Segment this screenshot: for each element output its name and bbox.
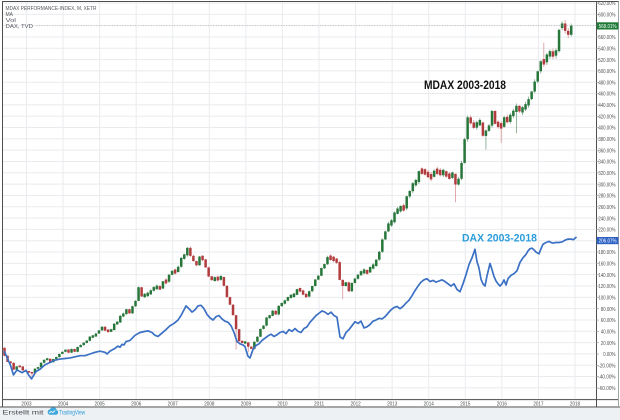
svg-text:340.00%: 340.00% [598, 160, 616, 166]
svg-text:320.00%: 320.00% [598, 171, 616, 177]
svg-text:MDAX 2003-2018: MDAX 2003-2018 [424, 78, 506, 92]
svg-text:DAX, TVD: DAX, TVD [6, 24, 34, 30]
svg-text:2009: 2009 [241, 402, 251, 408]
svg-text:2008: 2008 [204, 402, 215, 408]
svg-text:260.00%: 260.00% [598, 205, 616, 211]
svg-text:2016: 2016 [497, 402, 508, 408]
svg-text:600.00%: 600.00% [598, 13, 616, 19]
svg-text:300.00%: 300.00% [598, 182, 616, 188]
svg-text:480.00%: 480.00% [598, 80, 616, 86]
svg-text:240.00%: 240.00% [598, 216, 616, 222]
svg-text:160.00%: 160.00% [598, 262, 616, 268]
svg-text:DAX 2003-2018: DAX 2003-2018 [462, 233, 537, 245]
svg-text:400.00%: 400.00% [598, 126, 616, 132]
svg-text:2014: 2014 [424, 402, 435, 408]
svg-text:440.00%: 440.00% [598, 103, 616, 109]
svg-text:-60.00%: -60.00% [598, 386, 616, 392]
svg-text:0.00%: 0.00% [603, 352, 616, 358]
svg-text:100.00%: 100.00% [598, 296, 616, 302]
svg-text:360.00%: 360.00% [598, 148, 616, 154]
svg-text:380.00%: 380.00% [598, 137, 616, 143]
svg-text:-40.00%: -40.00% [598, 375, 616, 381]
svg-text:2013: 2013 [387, 402, 398, 408]
svg-text:2007: 2007 [168, 402, 178, 408]
svg-text:2003: 2003 [21, 402, 32, 408]
svg-text:60.00%: 60.00% [601, 318, 616, 324]
svg-text:40.00%: 40.00% [601, 329, 616, 335]
svg-text:2018: 2018 [570, 402, 581, 408]
svg-text:2011: 2011 [314, 402, 324, 408]
svg-text:206.07%: 206.07% [599, 239, 618, 245]
svg-text:Erstellt mit: Erstellt mit [3, 409, 44, 416]
svg-text:460.00%: 460.00% [598, 92, 616, 98]
svg-text:Vol: Vol [6, 18, 17, 24]
svg-text:2012: 2012 [351, 402, 361, 408]
svg-text:520.00%: 520.00% [598, 58, 616, 64]
svg-text:2005: 2005 [95, 402, 106, 408]
svg-text:220.00%: 220.00% [598, 228, 616, 234]
svg-text:2006: 2006 [131, 402, 142, 408]
svg-text:420.00%: 420.00% [598, 114, 616, 120]
svg-text:620.00%: 620.00% [598, 1, 616, 7]
svg-text:560.00%: 560.00% [598, 35, 616, 41]
svg-text:MA: MA [6, 12, 14, 18]
svg-text:TradingView: TradingView [59, 409, 85, 416]
svg-text:2017: 2017 [533, 402, 543, 408]
svg-text:180.00%: 180.00% [598, 250, 616, 256]
svg-text:120.00%: 120.00% [598, 284, 616, 290]
svg-text:2004: 2004 [58, 402, 69, 408]
svg-text:280.00%: 280.00% [598, 194, 616, 200]
svg-text:568.01%: 568.01% [599, 24, 618, 30]
svg-text:-20.00%: -20.00% [598, 363, 616, 369]
svg-text:140.00%: 140.00% [598, 273, 616, 279]
svg-text:2015: 2015 [460, 402, 471, 408]
svg-text:500.00%: 500.00% [598, 69, 616, 75]
svg-text:80.00%: 80.00% [601, 307, 616, 313]
svg-text:20.00%: 20.00% [601, 341, 616, 347]
svg-text:540.00%: 540.00% [598, 46, 616, 52]
svg-text:2010: 2010 [277, 402, 288, 408]
svg-text:MDAX PERFORMANCE-INDEX, M, XET: MDAX PERFORMANCE-INDEX, M, XETR [6, 6, 97, 12]
